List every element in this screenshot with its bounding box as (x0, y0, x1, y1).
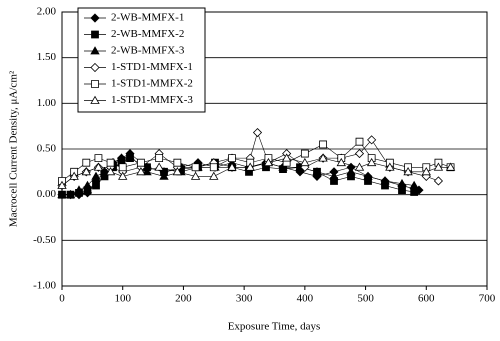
marker (209, 163, 218, 172)
legend-label: 1-STD1-MMFX-3 (111, 94, 193, 106)
marker (90, 13, 100, 23)
marker (90, 46, 100, 55)
marker (81, 167, 91, 176)
x-tick-label: 100 (114, 293, 131, 305)
marker (318, 153, 328, 162)
marker (142, 167, 152, 176)
marker (172, 167, 183, 176)
marker (69, 171, 79, 180)
marker (65, 189, 76, 199)
marker (263, 157, 274, 167)
y-tick-label: 1.00 (37, 97, 57, 109)
x-tick-label: 600 (418, 293, 435, 305)
x-axis-label: Exposure Time, days (228, 321, 321, 333)
marker (354, 162, 365, 171)
marker (159, 171, 169, 180)
marker (300, 157, 310, 167)
marker (403, 167, 413, 176)
x-tick-label: 700 (479, 293, 496, 305)
marker (91, 171, 101, 180)
marker (82, 158, 91, 167)
marker (106, 158, 115, 167)
marker (154, 162, 164, 171)
marker (173, 158, 182, 167)
marker (105, 167, 116, 176)
marker (336, 157, 346, 167)
marker (354, 149, 365, 159)
legend-label: 2-WB-MMFX-2 (111, 28, 184, 40)
marker (445, 162, 456, 171)
marker (90, 95, 100, 104)
marker (93, 162, 104, 171)
legend-label: 1-STD1-MMFX-2 (111, 78, 193, 90)
x-tick-label: 500 (357, 293, 374, 305)
marker (90, 62, 100, 73)
marker (410, 188, 419, 196)
marker (91, 80, 99, 88)
marker (329, 171, 339, 180)
marker (252, 127, 263, 138)
x-tick-label: 200 (175, 293, 192, 305)
marker (421, 167, 431, 176)
legend-label: 1-STD1-MMFX-1 (111, 61, 193, 73)
marker (355, 137, 364, 146)
marker (99, 167, 110, 176)
plot-frame (61, 11, 488, 287)
y-tick-label: -1.00 (33, 280, 56, 292)
marker (409, 180, 419, 189)
marker (278, 162, 288, 171)
marker (433, 162, 444, 171)
marker (245, 162, 255, 171)
marker (92, 181, 100, 190)
x-tick-label: 400 (297, 293, 314, 305)
y-tick-label: 2.00 (37, 6, 57, 18)
marker (155, 154, 164, 163)
marker (366, 157, 377, 167)
marker (346, 167, 356, 176)
marker (398, 186, 406, 194)
marker (433, 176, 443, 186)
marker (91, 30, 99, 39)
marker (191, 163, 200, 172)
legend-label: 2-WB-MMFX-3 (111, 45, 185, 57)
marker (57, 180, 67, 189)
marker (312, 167, 322, 176)
y-tick-label: -0.50 (33, 234, 56, 246)
marker (367, 135, 377, 145)
marker (94, 154, 103, 163)
y-tick-label: 0.00 (37, 188, 57, 200)
marker (363, 171, 373, 180)
marker (385, 162, 395, 171)
legend-label: 2-WB-MMFX-1 (111, 12, 184, 24)
legend-box (77, 7, 206, 113)
marker (125, 151, 135, 160)
marker (137, 158, 145, 167)
marker (116, 153, 127, 162)
marker (397, 178, 407, 188)
y-tick-label: 0.50 (37, 143, 57, 155)
x-tick-label: 300 (236, 293, 253, 305)
y-axis-label: Macrocell Current Density, μA/cm² (8, 70, 20, 227)
y-tick-label: 1.50 (37, 51, 57, 63)
series-line (62, 153, 420, 195)
marker (228, 154, 236, 163)
marker (57, 189, 67, 199)
marker (190, 171, 201, 180)
marker (300, 149, 309, 158)
marker (82, 180, 93, 189)
marker (136, 167, 146, 176)
marker (281, 153, 292, 162)
marker (209, 171, 219, 180)
marker (118, 171, 128, 180)
marker (227, 162, 237, 171)
marker (319, 140, 327, 149)
marker (74, 185, 84, 194)
marker (118, 163, 127, 172)
marker (380, 176, 390, 185)
x-tick-label: 0 (59, 293, 65, 305)
